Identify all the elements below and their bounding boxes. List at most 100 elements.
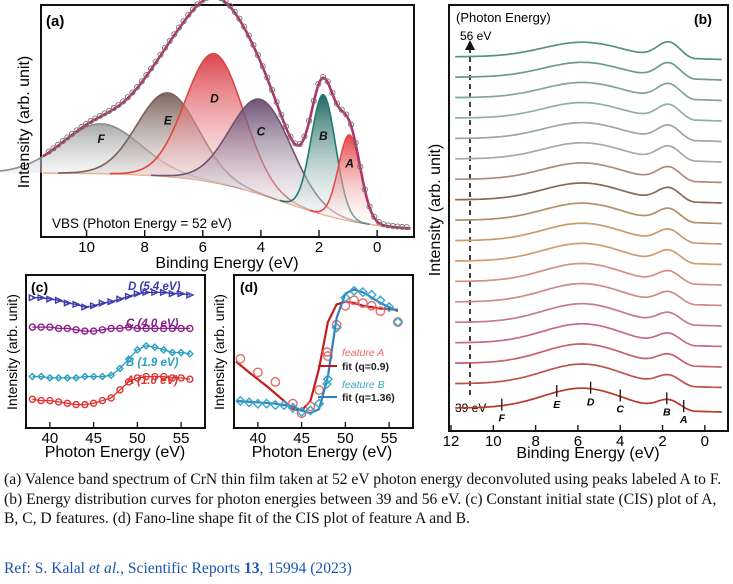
legend-label: feature A — [342, 347, 384, 359]
data-point — [82, 120, 90, 128]
data-point — [245, 32, 252, 39]
cis-point — [159, 288, 169, 297]
data-point — [171, 31, 178, 38]
cis-point — [177, 374, 185, 382]
cis-point — [116, 386, 124, 394]
edc-curve — [455, 141, 722, 163]
data-point — [310, 97, 317, 104]
cis-point — [159, 372, 168, 381]
x-tick-label: 10 — [485, 433, 502, 450]
data-point — [338, 106, 345, 113]
cis-point — [46, 295, 55, 303]
cis-point — [168, 324, 177, 333]
panel-b-xlabel: Binding Energy (eV) — [516, 445, 659, 462]
data-point — [45, 148, 52, 155]
cis-point — [177, 348, 186, 357]
fano-data-point — [296, 408, 307, 419]
reference[interactable]: Ref: S. Kalal et al., Scientific Reports… — [4, 560, 352, 578]
cis-point — [98, 326, 107, 334]
edc-curve — [455, 282, 722, 307]
cis-point — [89, 301, 99, 310]
cis-point — [63, 399, 72, 407]
legend-marker — [322, 347, 332, 357]
cis-point — [72, 326, 80, 334]
fano-data-point — [322, 351, 333, 361]
panel-b-label: (b) — [694, 11, 712, 27]
data-point — [124, 94, 131, 101]
cis-point — [150, 343, 159, 352]
fano-data-point — [366, 289, 377, 301]
data-point — [185, 11, 192, 19]
x-tick-label: 45 — [293, 430, 310, 447]
data-point — [78, 124, 85, 131]
x-tick-label: 55 — [381, 430, 398, 447]
cis-point — [107, 371, 116, 380]
data-point — [241, 23, 248, 30]
cis-point — [28, 395, 37, 403]
cis-line — [32, 291, 190, 308]
x-tick-label: 4 — [257, 239, 265, 256]
cis-point — [107, 297, 116, 306]
edc-curve — [455, 262, 722, 286]
data-point — [273, 99, 280, 106]
cis-point — [98, 396, 107, 405]
data-point — [148, 65, 155, 72]
edc-curve — [455, 162, 722, 184]
x-tick-label: 10 — [78, 239, 95, 256]
x-tick-label: 2 — [315, 239, 323, 256]
data-point — [389, 222, 396, 230]
edc-marker-label-A: A — [679, 414, 688, 426]
data-point — [55, 141, 62, 148]
cis-point — [142, 288, 151, 297]
cis-point — [151, 324, 159, 333]
panel-a-annotation: VBS (Photon Energy = 52 eV) — [52, 216, 232, 231]
fano-data-point — [357, 298, 368, 308]
edc-curve — [455, 242, 722, 266]
panel-b: (Photon Energy) (b) 56 eV 39 eV FE DC BA 1… — [427, 4, 729, 462]
cis-point — [116, 295, 125, 303]
data-point — [231, 8, 238, 15]
cis-point — [124, 292, 134, 301]
fano-data-point — [278, 399, 290, 411]
data-point — [161, 44, 169, 51]
cis-point — [37, 293, 46, 302]
data-point — [366, 203, 373, 210]
edc-curve — [455, 182, 722, 204]
edc-marker-label-E: E — [553, 399, 561, 411]
ref-pages: , 15994 (2023) — [259, 560, 352, 577]
data-point — [385, 222, 392, 229]
cis-series-label: B (1.9 eV) — [126, 357, 179, 369]
x-tick-label: 6 — [199, 239, 207, 256]
data-point — [59, 138, 66, 145]
edc-curve — [455, 343, 722, 368]
data-point — [64, 134, 71, 141]
data-point — [175, 24, 183, 31]
data-point — [134, 84, 141, 91]
fano-data-point — [383, 301, 395, 313]
panel-b-title: (Photon Energy) — [456, 10, 551, 25]
cis-point — [107, 394, 115, 402]
data-point — [180, 18, 187, 25]
cis-point — [159, 345, 168, 354]
data-point — [120, 98, 127, 105]
data-point — [236, 15, 243, 22]
data-point — [347, 121, 355, 128]
fano-data-point — [357, 286, 369, 298]
cis-point — [142, 372, 150, 381]
data-point — [296, 140, 303, 148]
cis-point — [133, 324, 142, 333]
figure-caption: (a) Valence band spectrum of CrN thin fi… — [4, 471, 722, 528]
cis-point — [80, 372, 89, 381]
data-point — [329, 89, 336, 96]
x-tick-label: 40 — [250, 430, 267, 447]
x-tick-label: 40 — [42, 430, 59, 447]
cis-point — [46, 396, 54, 405]
data-point — [287, 133, 294, 140]
peak-label-B: B — [319, 129, 328, 143]
cis-point — [133, 289, 143, 298]
cis-point — [142, 324, 150, 333]
panel-b-ylabel: Intensity (arb. unit) — [427, 144, 444, 277]
cis-point — [177, 324, 185, 333]
cis-point — [116, 324, 124, 333]
cis-line — [32, 345, 190, 379]
